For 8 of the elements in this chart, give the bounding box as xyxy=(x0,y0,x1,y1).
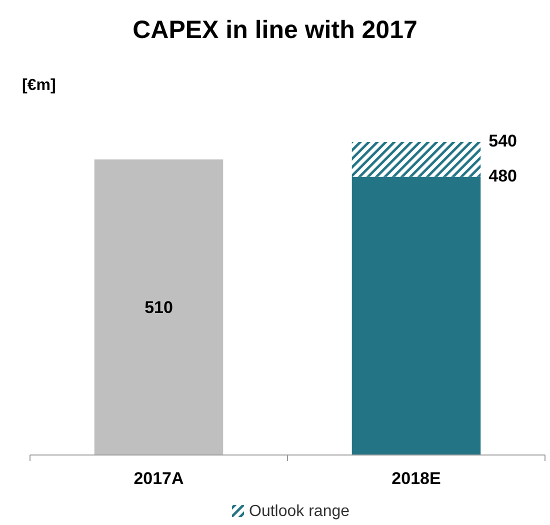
x-tick-label: 2018E xyxy=(392,469,441,488)
legend-label: Outlook range xyxy=(249,503,350,520)
chart-title: CAPEX in line with 2017 xyxy=(132,16,418,44)
annotation: 480 xyxy=(488,166,517,186)
data-label: 510 xyxy=(144,298,173,318)
y-axis-title: [€m] xyxy=(22,77,56,94)
x-tick-label: 2017A xyxy=(134,469,184,488)
annotation: 540 xyxy=(488,131,517,150)
